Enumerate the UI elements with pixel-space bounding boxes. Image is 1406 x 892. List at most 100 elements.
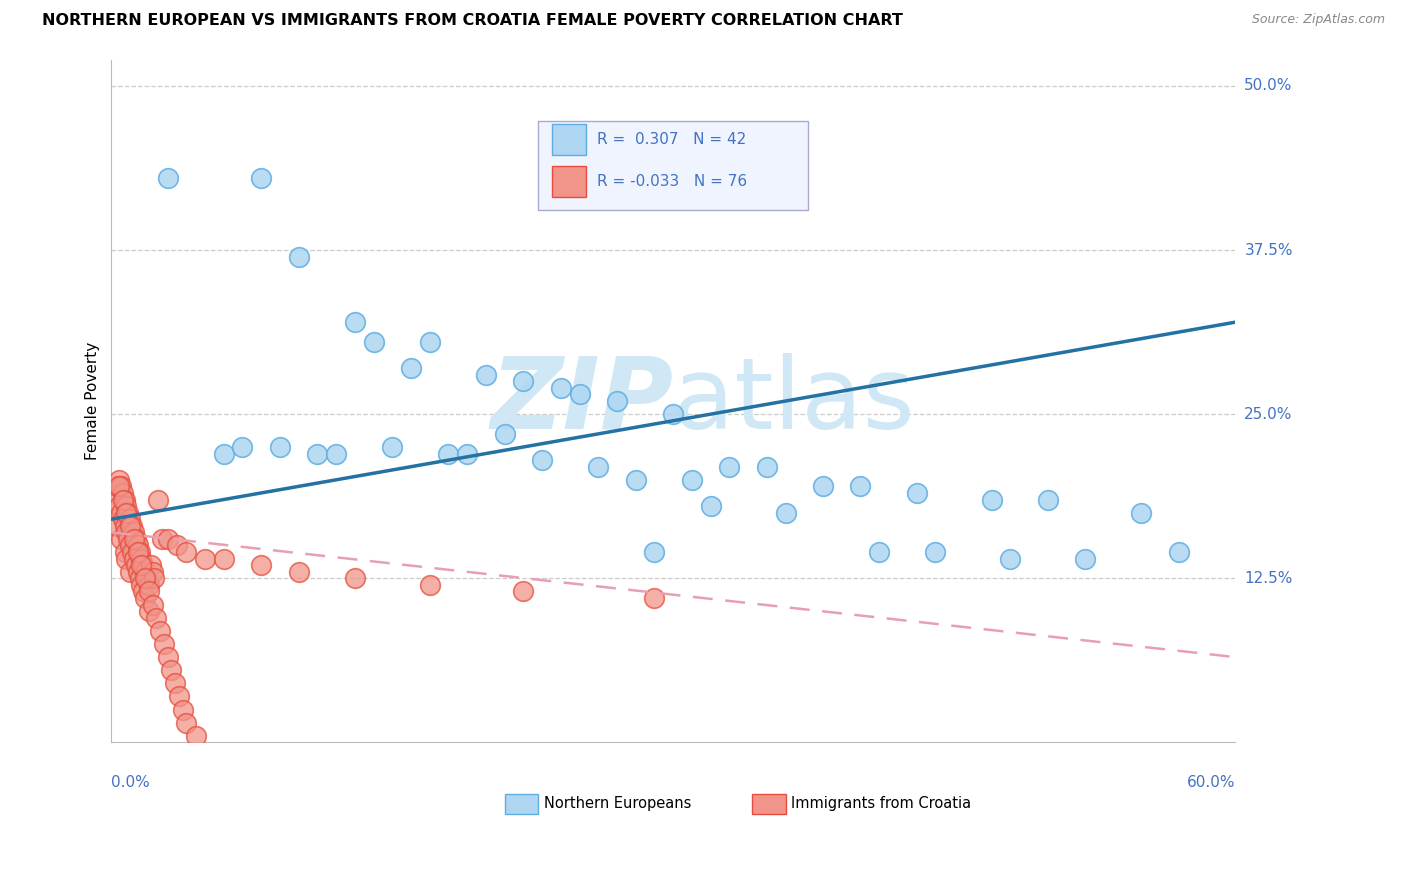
Point — [269, 440, 291, 454]
Point — [419, 334, 441, 349]
Text: 0.0%: 0.0% — [111, 775, 150, 790]
Point — [494, 426, 516, 441]
Point — [643, 591, 665, 605]
Point — [363, 334, 385, 349]
Point — [131, 551, 153, 566]
Point — [122, 532, 145, 546]
Bar — [752, 794, 786, 814]
Point — [980, 492, 1002, 507]
Point — [110, 532, 132, 546]
Point — [160, 663, 183, 677]
Point — [419, 578, 441, 592]
Point — [115, 551, 138, 566]
Bar — [505, 794, 538, 814]
Point — [1036, 492, 1059, 507]
Point — [166, 539, 188, 553]
Point — [287, 565, 309, 579]
Point — [115, 525, 138, 540]
Point — [755, 459, 778, 474]
Point — [343, 315, 366, 329]
Point — [718, 459, 741, 474]
Point — [115, 499, 138, 513]
Point — [105, 518, 128, 533]
Point — [128, 545, 150, 559]
Point — [114, 518, 136, 533]
Point — [139, 558, 162, 573]
Point — [307, 446, 329, 460]
Text: ZIP: ZIP — [491, 352, 673, 450]
Point — [165, 676, 187, 690]
Point — [111, 486, 134, 500]
Text: R = -0.033   N = 76: R = -0.033 N = 76 — [596, 174, 747, 188]
Point — [121, 545, 143, 559]
Point — [811, 479, 834, 493]
Point — [111, 512, 134, 526]
Point — [104, 492, 127, 507]
Point — [120, 565, 142, 579]
Text: 12.5%: 12.5% — [1244, 571, 1292, 586]
Point — [138, 604, 160, 618]
Point — [849, 479, 872, 493]
Point — [212, 446, 235, 460]
Point — [325, 446, 347, 460]
Point — [125, 532, 148, 546]
Point — [381, 440, 404, 454]
Bar — [553, 166, 585, 196]
Point — [131, 558, 153, 573]
Point — [212, 551, 235, 566]
Point — [127, 539, 149, 553]
Point — [681, 473, 703, 487]
Point — [399, 361, 422, 376]
Point — [111, 492, 134, 507]
Point — [138, 584, 160, 599]
Text: 25.0%: 25.0% — [1244, 407, 1292, 422]
Point — [153, 637, 176, 651]
Point — [134, 571, 156, 585]
Point — [132, 558, 155, 573]
Point — [606, 394, 628, 409]
Point — [588, 459, 610, 474]
Point — [149, 624, 172, 638]
Point — [194, 551, 217, 566]
Point — [437, 446, 460, 460]
Point — [643, 545, 665, 559]
Point — [176, 545, 198, 559]
Text: 60.0%: 60.0% — [1187, 775, 1234, 790]
Point — [156, 532, 179, 546]
Point — [108, 473, 131, 487]
Text: NORTHERN EUROPEAN VS IMMIGRANTS FROM CROATIA FEMALE POVERTY CORRELATION CHART: NORTHERN EUROPEAN VS IMMIGRANTS FROM CRO… — [42, 13, 903, 29]
FancyBboxPatch shape — [538, 121, 808, 210]
Point — [1000, 551, 1022, 566]
Point — [699, 499, 721, 513]
Point — [343, 571, 366, 585]
Point — [105, 479, 128, 493]
Point — [250, 558, 273, 573]
Point — [128, 571, 150, 585]
Point — [156, 650, 179, 665]
Point — [142, 565, 165, 579]
Point — [132, 584, 155, 599]
Bar — [553, 124, 585, 155]
Point — [456, 446, 478, 460]
Point — [115, 506, 138, 520]
Point — [512, 584, 534, 599]
Point — [145, 610, 167, 624]
Point — [108, 479, 131, 493]
Text: Source: ZipAtlas.com: Source: ZipAtlas.com — [1251, 13, 1385, 27]
Point — [905, 486, 928, 500]
Point — [110, 479, 132, 493]
Text: R =  0.307   N = 42: R = 0.307 N = 42 — [596, 132, 747, 147]
Point — [143, 571, 166, 585]
Point — [136, 571, 159, 585]
Point — [568, 387, 591, 401]
Point — [108, 499, 131, 513]
Point — [134, 591, 156, 605]
Point — [172, 703, 194, 717]
Point — [120, 512, 142, 526]
Point — [176, 715, 198, 730]
Point — [127, 545, 149, 559]
Point — [1074, 551, 1097, 566]
Point — [1130, 506, 1153, 520]
Point — [250, 170, 273, 185]
Point — [150, 532, 173, 546]
